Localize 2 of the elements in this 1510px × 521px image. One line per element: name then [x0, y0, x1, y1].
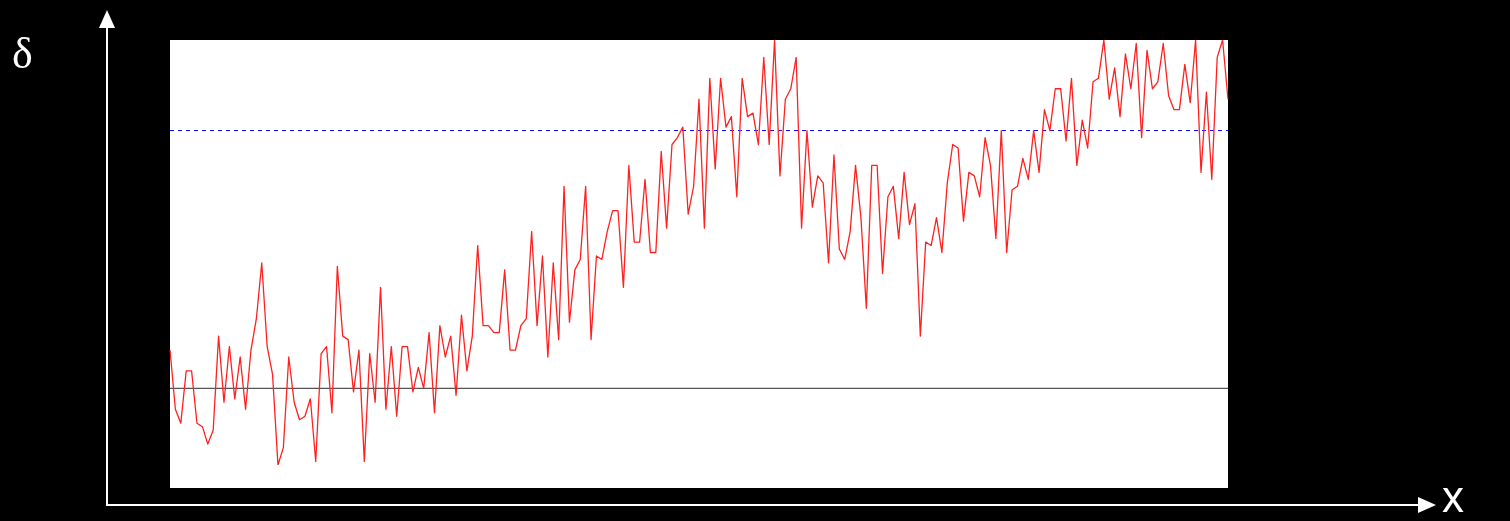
x-axis-title: x — [1442, 472, 1464, 521]
y-axis-title: δ — [12, 28, 33, 79]
